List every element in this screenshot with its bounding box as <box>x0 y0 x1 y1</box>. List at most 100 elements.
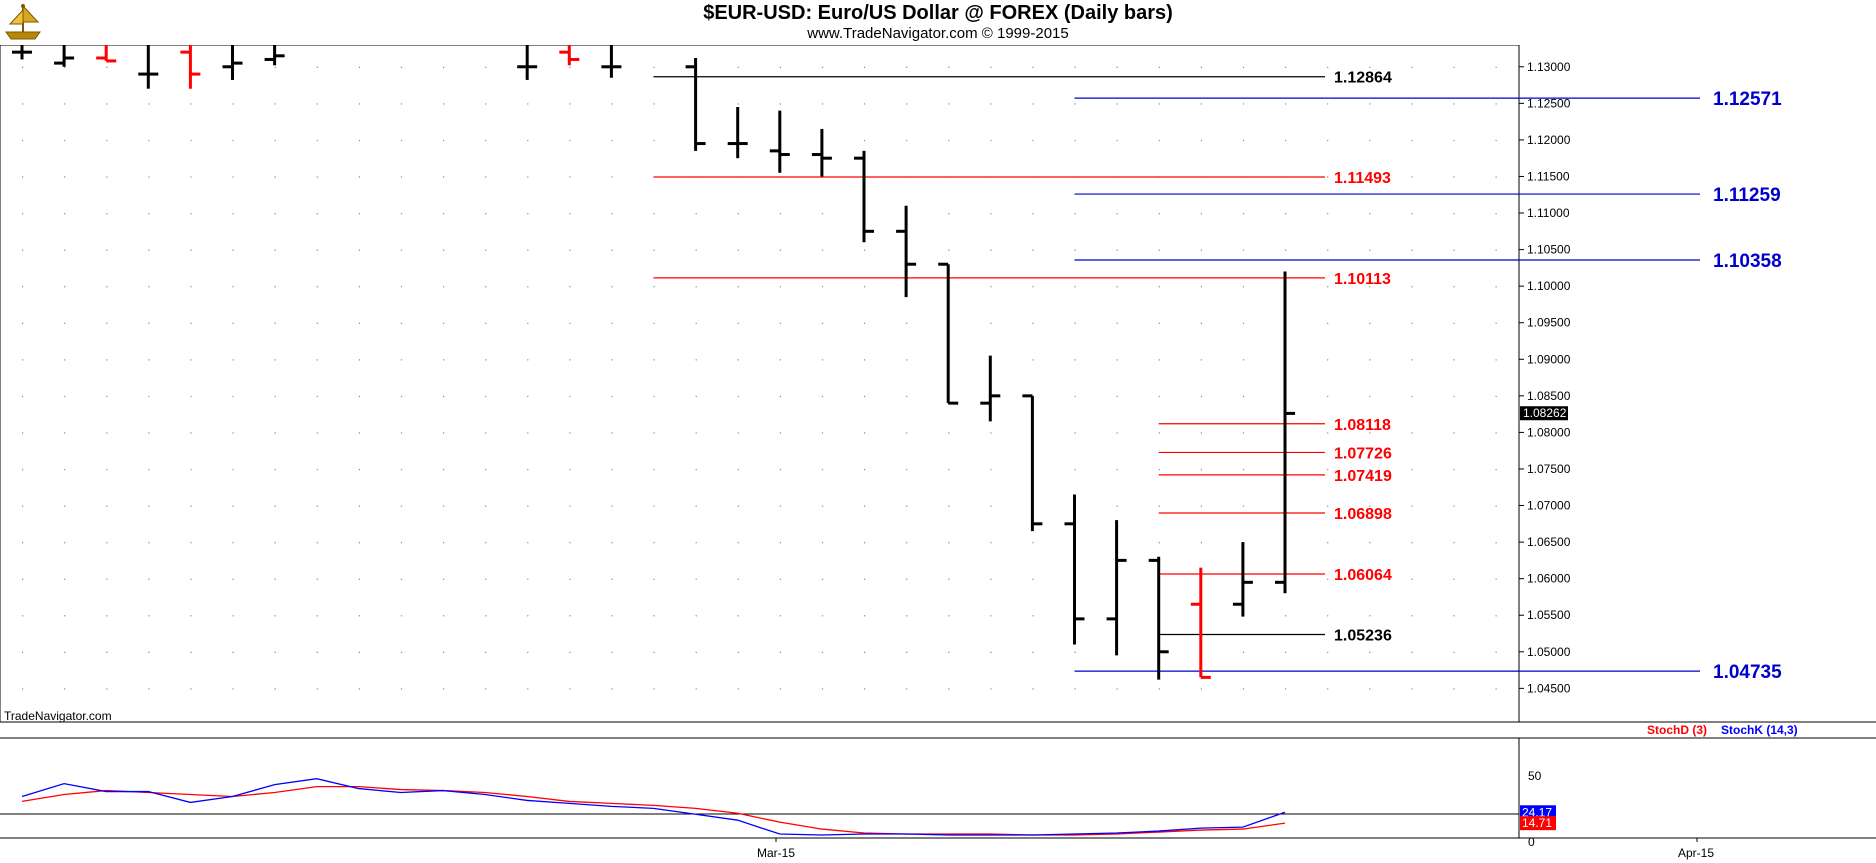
grid-dot <box>1453 359 1455 361</box>
grid-dot <box>1369 66 1371 68</box>
grid-dot <box>1116 66 1118 68</box>
stoch-d-value: 14.71 <box>1522 816 1552 830</box>
grid-dot <box>274 688 276 690</box>
chart-header: $EUR-USD: Euro/US Dollar @ FOREX (Daily … <box>0 0 1876 45</box>
grid-dot <box>1242 432 1245 434</box>
level-label: 1.07726 <box>1334 445 1392 462</box>
grid-dot <box>1411 176 1413 178</box>
date-label: Mar-15 <box>757 846 795 860</box>
grid-dot <box>1369 542 1371 544</box>
grid-dot <box>1074 286 1076 288</box>
grid-dot <box>1369 505 1371 507</box>
grid-dot <box>400 615 403 617</box>
grid-dot <box>148 359 150 361</box>
grid-dot <box>611 468 613 471</box>
grid-dot <box>190 505 192 507</box>
grid-dot <box>148 322 150 324</box>
grid-dot <box>1495 505 1497 507</box>
grid-dot <box>232 322 234 324</box>
grid-dot <box>106 651 108 653</box>
grid-dot <box>64 359 66 361</box>
grid-dot <box>1369 286 1371 288</box>
grid-dot <box>22 395 24 398</box>
grid-dot <box>611 505 613 507</box>
grid-dot <box>1074 103 1076 105</box>
grid-dot <box>1242 359 1245 361</box>
grid-dot <box>1200 66 1202 68</box>
grid-dot <box>695 395 697 398</box>
grid-dot <box>1453 542 1455 544</box>
grid-dot <box>821 615 824 617</box>
ohlc-bar <box>222 45 243 80</box>
grid-dot <box>779 359 781 361</box>
grid-dot <box>1158 286 1160 288</box>
grid-dot <box>1411 139 1413 142</box>
grid-dot <box>106 468 108 471</box>
grid-dot <box>443 578 445 580</box>
grid-dot <box>1200 432 1202 434</box>
level-label: 1.07419 <box>1334 468 1392 485</box>
grid-dot <box>527 359 529 361</box>
grid-dot <box>358 688 360 690</box>
grid-dot <box>400 249 403 251</box>
grid-dot <box>737 615 739 617</box>
grid-dot <box>148 578 150 580</box>
grid-dot <box>64 615 66 617</box>
grid-dot <box>1369 322 1371 324</box>
grid-dot <box>485 66 487 68</box>
grid-dot <box>737 249 739 251</box>
grid-dot <box>695 213 697 215</box>
grid-dot <box>358 578 360 580</box>
stoch-k-legend: StochK (14,3) <box>1721 723 1798 737</box>
grid-dot <box>527 395 529 398</box>
grid-dot <box>148 651 150 653</box>
grid-dot <box>1116 139 1118 142</box>
grid-dot <box>316 578 318 580</box>
grid-dot <box>1453 615 1455 617</box>
grid-dot <box>22 103 24 105</box>
grid-dot <box>1242 103 1245 105</box>
grid-dot <box>190 103 192 105</box>
grid-dot <box>1327 651 1329 653</box>
grid-dot <box>64 395 66 398</box>
grid-dot <box>106 286 108 288</box>
grid-dot <box>190 213 192 215</box>
grid-dot <box>443 322 445 324</box>
grid-dot <box>611 139 613 142</box>
grid-dot <box>906 139 908 142</box>
grid-dot <box>1242 139 1245 142</box>
grid-dot <box>358 176 360 178</box>
grid-dot <box>1327 103 1329 105</box>
grid-dot <box>22 688 24 690</box>
grid-dot <box>779 66 781 68</box>
ohlc-bar <box>54 45 75 67</box>
grid-dot <box>274 651 276 653</box>
ohlc-bar <box>980 355 1001 422</box>
grid-dot <box>527 322 529 324</box>
grid-dot <box>1116 213 1118 215</box>
price-tick-label: 1.05000 <box>1527 645 1571 659</box>
grid-dot <box>106 505 108 507</box>
grid-dot <box>1327 213 1329 215</box>
grid-dot <box>1242 651 1245 653</box>
grid-dot <box>1327 615 1329 617</box>
grid-dot <box>1285 66 1287 68</box>
grid-dot <box>1495 395 1497 398</box>
grid-dot <box>821 359 824 361</box>
grid-dot <box>1116 505 1118 507</box>
grid-dot <box>1242 213 1245 215</box>
grid-dot <box>1369 468 1371 471</box>
grid-dot <box>64 286 66 288</box>
grid-dot <box>569 322 571 324</box>
price-tick-label: 1.10000 <box>1527 279 1571 293</box>
grid-dot <box>274 176 276 178</box>
grid-dot <box>190 542 192 544</box>
grid-dot <box>64 139 66 142</box>
ohlc-bar <box>12 45 32 60</box>
grid-dot <box>779 432 781 434</box>
grid-dot <box>1327 395 1329 398</box>
grid-dot <box>527 286 529 288</box>
grid-dot <box>569 688 571 690</box>
grid-dot <box>400 213 403 215</box>
